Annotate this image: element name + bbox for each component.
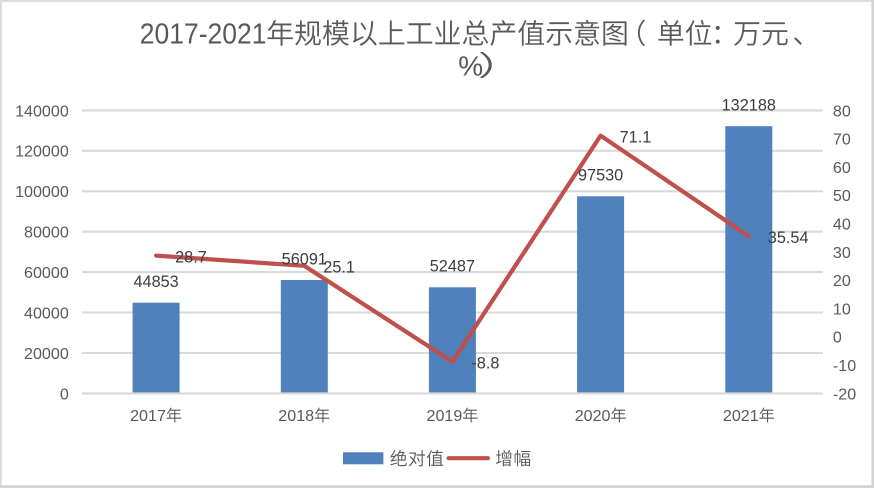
svg-text:71.1: 71.1	[620, 128, 652, 146]
svg-text:30: 30	[833, 244, 851, 262]
svg-text:2017-2021: 2017-2021	[140, 19, 267, 51]
svg-text:140000: 140000	[15, 102, 69, 120]
svg-text:2021: 2021	[723, 407, 759, 425]
svg-text:70: 70	[833, 131, 851, 149]
svg-text:20000: 20000	[24, 345, 69, 363]
svg-text:20: 20	[833, 272, 851, 290]
svg-text:0: 0	[60, 385, 69, 403]
svg-text:2019: 2019	[427, 407, 463, 425]
svg-text:25.1: 25.1	[323, 259, 355, 277]
svg-text:-10: -10	[833, 357, 856, 375]
svg-text:132188: 132188	[722, 96, 776, 114]
svg-text:56091: 56091	[282, 250, 327, 268]
svg-text:-8.8: -8.8	[471, 355, 499, 373]
svg-text:52487: 52487	[430, 258, 475, 276]
svg-text:40: 40	[833, 216, 851, 234]
svg-text:0: 0	[833, 329, 842, 347]
svg-text:%: %	[458, 51, 483, 82]
svg-text:2018: 2018	[278, 407, 314, 425]
svg-text:97530: 97530	[578, 167, 623, 185]
svg-text:50: 50	[833, 187, 851, 205]
svg-text:100000: 100000	[15, 183, 69, 201]
svg-text:-20: -20	[833, 385, 856, 403]
svg-text:80: 80	[833, 102, 851, 120]
svg-text:2017: 2017	[130, 407, 166, 425]
svg-text:28.7: 28.7	[175, 248, 207, 266]
svg-text:80000: 80000	[24, 224, 69, 242]
svg-text:35.54: 35.54	[768, 229, 809, 247]
svg-text:60000: 60000	[24, 264, 69, 282]
svg-text:44853: 44853	[133, 273, 178, 291]
svg-text:10: 10	[833, 300, 851, 318]
svg-text:120000: 120000	[15, 143, 69, 161]
svg-text:40000: 40000	[24, 304, 69, 322]
svg-text:60: 60	[833, 159, 851, 177]
svg-text:2020: 2020	[575, 407, 611, 425]
